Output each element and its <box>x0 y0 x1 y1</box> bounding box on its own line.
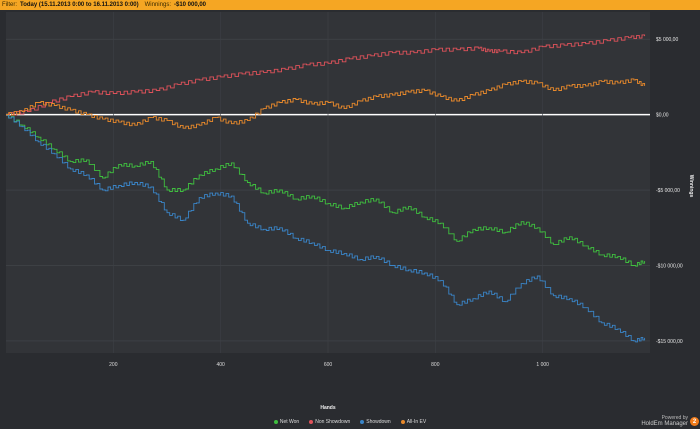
x-tick-label: 200 <box>109 362 118 368</box>
legend-swatch-icon <box>360 420 365 424</box>
winnings-value: -$10 000,00 <box>173 2 207 8</box>
legend-label: Net Won <box>279 419 300 425</box>
legend-item[interactable]: All-In EV <box>400 419 427 425</box>
x-axis-title: Hands <box>320 405 336 411</box>
legend-label: Non Showdown <box>315 419 351 425</box>
y-tick-label: $0,00 <box>656 113 669 119</box>
filter-bar: Filter: Today (15.11.2013 0:00 to 16.11.… <box>0 0 700 10</box>
hm2-logo-icon: 2 <box>690 417 699 426</box>
series-line-net-won[interactable] <box>6 114 646 267</box>
series-line-showdown[interactable] <box>6 114 646 343</box>
legend-swatch-icon <box>309 420 314 424</box>
x-tick-label: 800 <box>431 362 440 368</box>
legend-label: Showdown <box>366 419 391 425</box>
x-tick-label: 600 <box>324 362 333 368</box>
y-axis-ticks: $5 000,00 $0,00 -$5 000,00 -$10 000,00 -$15 … <box>656 37 683 345</box>
legend-item[interactable]: Net Won <box>273 419 300 425</box>
winnings-label: Winnings: <box>144 2 171 8</box>
y-tick-label: -$10 000,00 <box>656 263 683 269</box>
legend-swatch-icon <box>273 420 278 424</box>
series-line-non-showdown[interactable] <box>6 34 646 116</box>
powered-by-text: Powered by <box>661 415 688 421</box>
filter-label: Filter: <box>2 2 17 8</box>
x-tick-label: 400 <box>216 362 225 368</box>
grid-lines <box>6 12 650 353</box>
legend-item[interactable]: Showdown <box>360 419 391 425</box>
branding: Powered by HoldEm Manager <box>641 415 688 427</box>
y-tick-label: -$5 000,00 <box>656 188 680 194</box>
legend-item[interactable]: Non Showdown <box>309 419 350 425</box>
chart-legend: Net Won Non Showdown Showdown All-In EV <box>0 419 700 425</box>
y-tick-label: $5 000,00 <box>656 37 678 43</box>
product-name: HoldEm Manager <box>641 421 688 427</box>
y-axis-title: Winnings <box>688 175 694 198</box>
series-line-all-in-ev[interactable] <box>6 78 646 130</box>
series-layer <box>6 34 646 343</box>
y-tick-label: -$15 000,00 <box>656 339 683 345</box>
legend-swatch-icon <box>400 420 405 424</box>
legend-label: All-In EV <box>406 419 427 425</box>
filter-value[interactable]: Today (15.11.2013 0:00 to 16.11.2013 0:0… <box>20 2 139 8</box>
x-tick-label: 1 000 <box>536 362 549 368</box>
x-axis-ticks: 200 400 600 800 1 000 <box>109 362 549 368</box>
